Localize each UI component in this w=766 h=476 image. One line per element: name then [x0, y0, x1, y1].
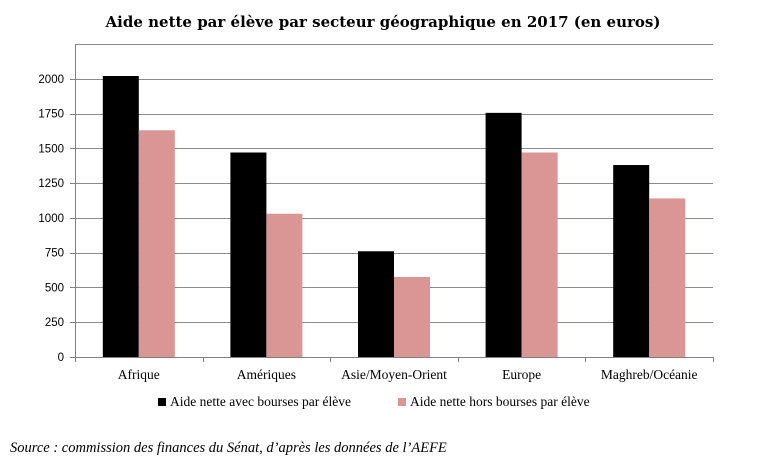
- y-tick-label: 250: [45, 317, 64, 329]
- bar-avec-bourses: [230, 152, 267, 357]
- bar-avec-bourses: [358, 251, 394, 357]
- bars: [102, 75, 686, 358]
- source-note: Source : commission des finances du Séna…: [10, 440, 447, 456]
- bar-avec-bourses: [485, 112, 522, 357]
- y-tick-label: 0: [58, 352, 64, 364]
- y-tick-label: 1500: [38, 143, 64, 155]
- category-label: Asie/Moyen-Orient: [341, 367, 447, 382]
- bar-hors-bourses: [266, 213, 303, 357]
- y-tick-label: 500: [45, 282, 64, 294]
- bar-hors-bourses: [649, 198, 686, 357]
- category-label: Maghreb/Océanie: [601, 367, 698, 382]
- chart-title: Aide nette par élève par secteur géograp…: [105, 13, 661, 31]
- y-tick-labels: 0 250 500 750 1000 1250 1500 1750 2000: [38, 74, 75, 364]
- category-label: Europe: [502, 367, 541, 382]
- y-tick-label: 2000: [38, 74, 64, 86]
- y-tick-label: 1250: [38, 178, 64, 190]
- category-label: Afrique: [118, 367, 160, 382]
- legend-swatch: [398, 398, 406, 406]
- grid: [75, 44, 713, 323]
- category-labels: Afrique Amériques Asie/Moyen-Orient Europe M…: [118, 367, 698, 382]
- legend-label: Aide nette avec bourses par élève: [170, 394, 351, 409]
- bar-avec-bourses: [102, 75, 139, 358]
- y-tick-label: 750: [45, 248, 64, 260]
- bar-hors-bourses: [138, 130, 175, 357]
- bar-avec-bourses: [613, 165, 650, 357]
- legend-label: Aide nette hors bourses par élève: [410, 394, 590, 409]
- legend-swatch: [158, 398, 166, 406]
- axes: [75, 44, 714, 362]
- y-tick-label: 1000: [38, 213, 64, 225]
- category-label: Amériques: [237, 367, 296, 382]
- bar-hors-bourses: [394, 277, 430, 357]
- y-tick-label: 1750: [38, 109, 64, 121]
- bar-hors-bourses: [521, 152, 558, 357]
- legend: Aide nette avec bourses par élève Aide ne…: [158, 394, 590, 409]
